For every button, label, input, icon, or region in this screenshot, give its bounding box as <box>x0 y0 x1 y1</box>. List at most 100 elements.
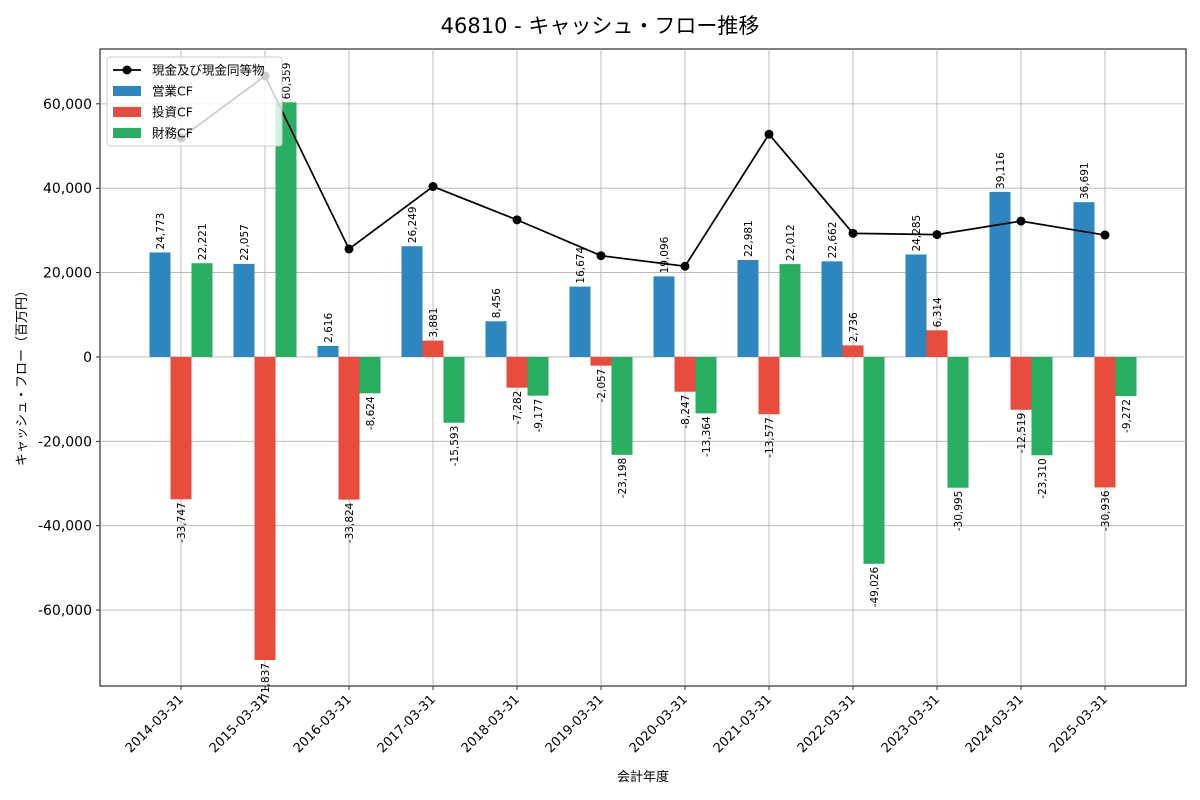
cash-point <box>344 244 354 254</box>
bar-value-label: -33,747 <box>176 502 188 543</box>
bar-value-label: 24,773 <box>155 213 167 250</box>
bar <box>905 254 927 357</box>
bar <box>317 345 339 357</box>
bar-value-label: -9,272 <box>1121 399 1133 433</box>
bar <box>191 263 213 357</box>
bar-value-label: -23,310 <box>1037 458 1049 499</box>
bar-value-label: 24,285 <box>911 215 923 252</box>
bar <box>401 246 423 357</box>
bar <box>926 330 948 357</box>
y-tick-label: -40,000 <box>38 519 92 535</box>
legend-label: 現金及び現金同等物 <box>152 63 265 78</box>
bar <box>233 263 255 357</box>
legend-bar-swatch <box>113 107 141 117</box>
x-tick-label: 2018-03-31 <box>459 692 523 756</box>
y-axis-label: キャッシュ・フロー（百万円） <box>15 284 30 466</box>
bar <box>695 356 717 414</box>
bar <box>674 356 696 392</box>
bar-value-label: 16,674 <box>575 247 587 284</box>
bar <box>569 286 591 357</box>
bar <box>590 356 612 366</box>
cash-point <box>848 228 858 238</box>
bar-value-label: 22,981 <box>743 220 755 257</box>
bar <box>254 356 276 661</box>
bars <box>149 102 1137 661</box>
plot-frame <box>99 48 1187 687</box>
x-tick-label: 2021-03-31 <box>711 692 775 756</box>
x-tick-label: 2017-03-31 <box>375 692 439 756</box>
bar-value-label: -13,364 <box>701 416 713 457</box>
bar <box>170 356 192 500</box>
bar <box>1115 356 1137 397</box>
bar-value-label: 39,116 <box>995 152 1007 189</box>
cash-point <box>1016 216 1026 226</box>
cash-point <box>932 230 942 240</box>
bar <box>485 321 507 357</box>
bar <box>443 356 465 423</box>
bar <box>1031 356 1053 456</box>
bar-value-label: -71,837 <box>260 663 272 704</box>
bar <box>779 264 801 357</box>
legend-box <box>106 56 283 147</box>
cash-point <box>428 182 438 192</box>
cash-point <box>1100 230 1110 240</box>
y-tick-label: 20,000 <box>43 266 92 282</box>
bar-value-label: 2,616 <box>323 313 335 343</box>
bar <box>821 261 843 357</box>
bar <box>842 345 864 357</box>
bar-value-label: -8,247 <box>680 395 692 429</box>
bar-value-label: 22,221 <box>197 223 209 260</box>
bar-value-label: -30,995 <box>953 491 965 532</box>
cash-line <box>176 71 1110 271</box>
bar-value-label: -12,519 <box>1016 413 1028 454</box>
bar <box>338 356 360 500</box>
x-tick-label: 2025-03-31 <box>1047 692 1111 756</box>
bar-value-label: 36,691 <box>1079 162 1091 199</box>
bar-value-label: 2,736 <box>848 312 860 342</box>
bar-value-label: -13,577 <box>764 417 776 458</box>
legend-label: 財務CF <box>152 126 193 141</box>
bar <box>149 252 171 357</box>
legend-label: 営業CF <box>152 84 193 99</box>
legend-bar-swatch <box>113 128 141 138</box>
bar-value-label: -15,593 <box>449 426 461 467</box>
x-tick-label: 2020-03-31 <box>627 692 691 756</box>
bar-value-label: 8,456 <box>491 288 503 318</box>
cash-point <box>596 251 606 261</box>
bar <box>653 276 675 357</box>
y-tick-label: 60,000 <box>43 97 92 113</box>
bar-value-label: 26,249 <box>407 206 419 243</box>
bar <box>1010 356 1032 410</box>
bar <box>359 356 381 394</box>
x-axis-label: 会計年度 <box>617 769 669 785</box>
bar <box>863 356 885 564</box>
x-tick-label: 2019-03-31 <box>543 692 607 756</box>
cash-point <box>680 261 690 271</box>
bar-value-label: -33,824 <box>344 502 356 543</box>
x-tick-label: 2023-03-31 <box>879 692 943 756</box>
bar <box>947 356 969 488</box>
chart-title: 46810 - キャッシュ・フロー推移 <box>441 14 760 38</box>
bar-value-label: -8,624 <box>365 396 377 430</box>
bar-value-label: 22,057 <box>239 224 251 261</box>
y-tick-label: 0 <box>83 350 92 366</box>
bar <box>1073 202 1095 357</box>
x-tick-label: 2022-03-31 <box>795 692 859 756</box>
x-tick-label: 2016-03-31 <box>291 692 355 756</box>
cash-line-path <box>180 74 1106 268</box>
cash-point <box>512 215 522 225</box>
bar-value-label: -9,177 <box>533 399 545 433</box>
y-tick-label: 40,000 <box>43 181 92 197</box>
bar <box>506 356 528 388</box>
bar-value-label: 3,881 <box>428 308 440 338</box>
bar-value-label: 60,359 <box>281 63 293 100</box>
bar-value-label: 22,012 <box>785 224 797 261</box>
bar-value-label: -2,057 <box>596 369 608 403</box>
y-axis-ticks: -60,000 -40,000 -20,000 0 20,000 40,000 60,000 <box>38 97 100 619</box>
x-tick-label: 2024-03-31 <box>963 692 1027 756</box>
bar <box>737 260 759 357</box>
legend-label: 投資CF <box>152 105 193 120</box>
bar <box>527 356 549 396</box>
